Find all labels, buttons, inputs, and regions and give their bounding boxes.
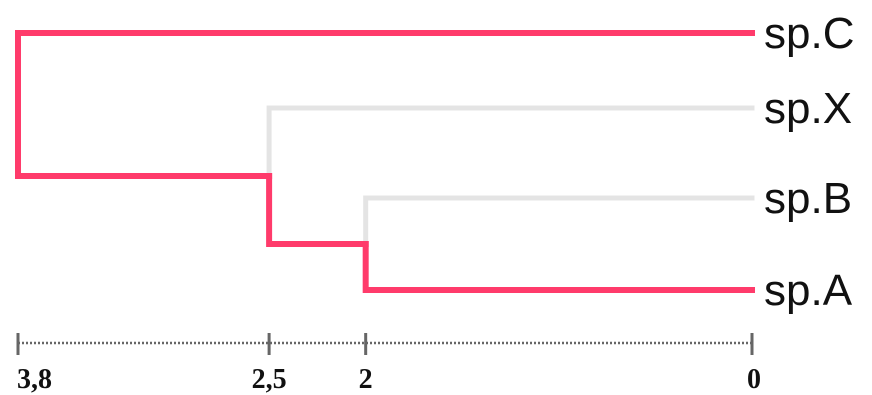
scale-tick-label-2: 2 bbox=[359, 364, 373, 395]
highlighted-branch-root-to-C bbox=[15, 30, 755, 108]
dendrogram-branches bbox=[15, 30, 755, 293]
scale-tick-label-3: 0 bbox=[747, 364, 761, 395]
distance-scale: 3,8 2,5 2 0 bbox=[16, 333, 761, 395]
highlighted-branch-n_AB-to-A bbox=[362, 241, 755, 293]
leaf-label-C: sp.C bbox=[764, 9, 854, 58]
branch-n_ABX-to-X bbox=[266, 105, 755, 179]
scale-tick-label-0: 3,8 bbox=[17, 364, 52, 395]
highlighted-branch-root-to-n_ABX bbox=[15, 101, 273, 179]
leaf-label-B: sp.B bbox=[764, 174, 852, 223]
scale-tick-label-1: 2,5 bbox=[252, 364, 287, 395]
highlighted-branch-n_ABX-to-n_AB bbox=[266, 173, 369, 247]
leaf-label-A: sp.A bbox=[764, 266, 853, 315]
leaf-labels: sp.C sp.X sp.B sp.A bbox=[764, 9, 854, 315]
leaf-label-X: sp.X bbox=[764, 84, 852, 133]
branch-n_AB-to-B bbox=[363, 195, 755, 247]
